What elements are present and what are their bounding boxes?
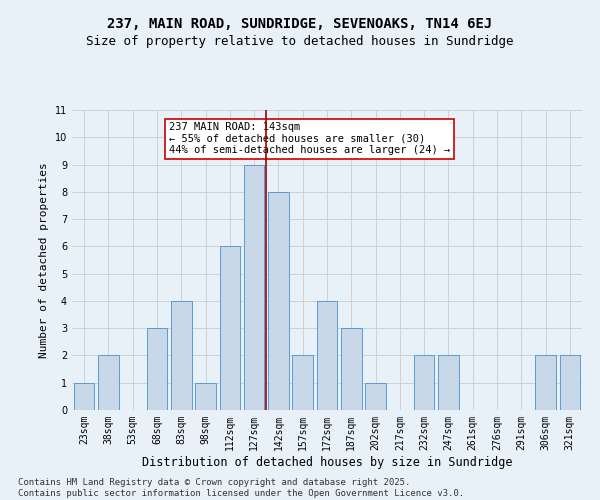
- Bar: [220, 246, 240, 410]
- X-axis label: Distribution of detached houses by size in Sundridge: Distribution of detached houses by size …: [142, 456, 512, 468]
- Text: 237, MAIN ROAD, SUNDRIDGE, SEVENOAKS, TN14 6EJ: 237, MAIN ROAD, SUNDRIDGE, SEVENOAKS, TN…: [107, 18, 493, 32]
- Bar: [560, 356, 580, 410]
- Bar: [195, 382, 216, 410]
- Bar: [365, 382, 386, 410]
- Bar: [535, 356, 556, 410]
- Bar: [414, 356, 434, 410]
- Bar: [171, 301, 191, 410]
- Bar: [341, 328, 362, 410]
- Bar: [292, 356, 313, 410]
- Text: Size of property relative to detached houses in Sundridge: Size of property relative to detached ho…: [86, 35, 514, 48]
- Text: 237 MAIN ROAD: 143sqm
← 55% of detached houses are smaller (30)
44% of semi-deta: 237 MAIN ROAD: 143sqm ← 55% of detached …: [169, 122, 451, 156]
- Bar: [317, 301, 337, 410]
- Bar: [74, 382, 94, 410]
- Bar: [98, 356, 119, 410]
- Bar: [438, 356, 459, 410]
- Text: Contains HM Land Registry data © Crown copyright and database right 2025.
Contai: Contains HM Land Registry data © Crown c…: [18, 478, 464, 498]
- Bar: [268, 192, 289, 410]
- Bar: [146, 328, 167, 410]
- Y-axis label: Number of detached properties: Number of detached properties: [40, 162, 49, 358]
- Bar: [244, 164, 265, 410]
